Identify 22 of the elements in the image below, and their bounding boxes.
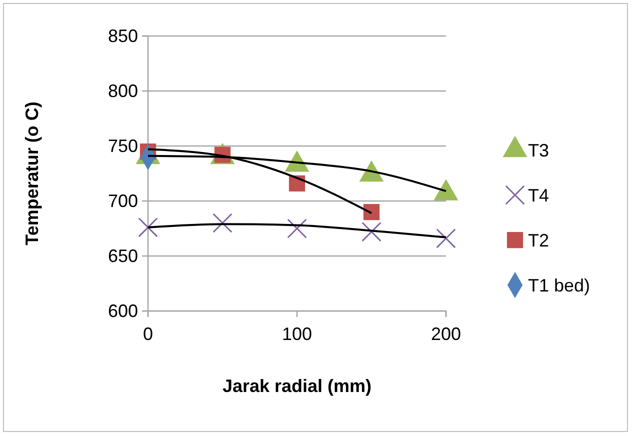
x-tick-label: 100 <box>282 324 312 344</box>
x-tick-label: 0 <box>142 324 154 344</box>
y-tick-label: 800 <box>108 80 138 101</box>
legend-label: T2 <box>528 230 550 250</box>
point <box>362 222 382 242</box>
point <box>138 218 158 238</box>
legend-label: T3 <box>528 140 550 160</box>
point <box>287 218 307 238</box>
y-axis-title: Temperatur (o C) <box>22 102 42 246</box>
y-tick-label: 700 <box>108 190 138 211</box>
line-series <box>147 223 447 238</box>
y-tick-label: 750 <box>108 136 138 156</box>
y-tick-label: 600 <box>108 300 138 321</box>
y-tick-label: 650 <box>108 246 138 266</box>
x-tick-label: 200 <box>430 324 462 344</box>
point <box>363 204 380 220</box>
legend-label: T4 <box>528 185 550 206</box>
point <box>436 228 456 248</box>
x-axis-title: Jarak radial (mm) <box>222 376 372 396</box>
y-tick-label: 850 <box>108 26 138 46</box>
legend-label: T1 bed) <box>528 275 590 296</box>
point <box>212 213 232 233</box>
